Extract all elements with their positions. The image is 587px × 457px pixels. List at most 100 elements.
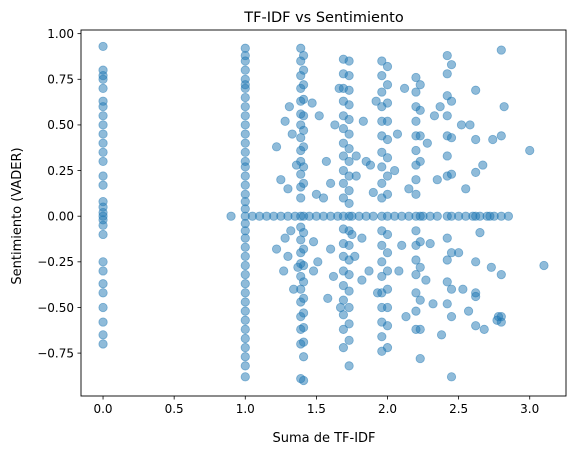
data-point (415, 353, 425, 364)
data-point (318, 193, 329, 203)
data-point (377, 240, 387, 250)
data-point (98, 180, 108, 190)
data-point (283, 251, 293, 261)
data-point (421, 275, 431, 285)
data-point (344, 198, 354, 209)
data-point (344, 114, 354, 125)
data-point (338, 151, 349, 161)
data-point (382, 116, 393, 126)
data-point (298, 50, 309, 61)
data-point (98, 147, 108, 157)
data-point (240, 333, 250, 344)
data-point (298, 244, 309, 254)
data-point (240, 120, 250, 130)
data-point (326, 244, 336, 254)
data-point (335, 302, 346, 313)
data-point (240, 111, 250, 121)
data-point (344, 335, 354, 345)
data-point (485, 211, 495, 221)
data-point (298, 277, 309, 287)
y-tick-label: −0.25 (37, 255, 74, 269)
data-point (471, 257, 481, 267)
data-point (291, 160, 302, 170)
data-point (435, 102, 445, 112)
data-point (392, 129, 403, 139)
data-point (298, 228, 309, 238)
data-point (411, 189, 421, 199)
data-point (276, 175, 286, 185)
data-point (298, 337, 309, 347)
data-point (98, 302, 108, 313)
data-point (240, 251, 250, 261)
data-point (298, 80, 309, 90)
data-point (296, 193, 306, 203)
data-point (308, 266, 319, 276)
data-point (415, 105, 425, 115)
data-point (411, 288, 421, 298)
data-point (298, 375, 309, 386)
data-point (456, 120, 467, 130)
data-point (382, 321, 393, 331)
data-point (382, 61, 393, 72)
data-point (338, 280, 349, 291)
data-point (486, 262, 496, 272)
data-point (357, 233, 367, 243)
data-point (479, 324, 489, 334)
data-point (344, 156, 354, 167)
data-point (350, 251, 360, 261)
data-point (283, 184, 293, 194)
x-tick-label: 1.5 (307, 402, 326, 416)
data-point (240, 138, 250, 148)
x-axis: 0.0 0.5 1.0 1.5 2.0 2.5 3.0 (93, 396, 539, 416)
data-point (432, 175, 442, 185)
data-point (323, 293, 333, 303)
data-point (442, 69, 452, 79)
data-point (382, 229, 393, 240)
data-point (465, 120, 475, 130)
data-point (287, 129, 297, 139)
data-point (382, 134, 393, 145)
data-point (98, 171, 108, 181)
data-point (411, 175, 421, 185)
data-point (298, 322, 309, 333)
data-point (344, 302, 354, 313)
data-point (240, 180, 250, 190)
data-point (382, 343, 393, 353)
data-point (344, 186, 354, 196)
data-point (280, 233, 290, 243)
data-point (442, 299, 452, 309)
data-point (98, 220, 108, 230)
data-point (446, 284, 457, 294)
data-point (286, 226, 296, 236)
y-tick-label: 0.50 (47, 118, 74, 132)
data-point (493, 311, 504, 322)
data-point (280, 116, 290, 126)
data-point (298, 65, 309, 75)
data-point (347, 229, 357, 240)
data-point (240, 315, 250, 325)
data-point (338, 165, 349, 176)
data-point (415, 324, 425, 334)
data-point (425, 238, 435, 249)
data-point (411, 306, 421, 316)
data-point (442, 151, 452, 161)
data-point (377, 257, 387, 267)
data-point (240, 372, 250, 382)
data-point (98, 83, 108, 94)
data-point (98, 266, 108, 276)
data-point (290, 211, 300, 221)
data-point (98, 156, 108, 167)
data-point (240, 233, 250, 243)
data-point (499, 102, 509, 112)
data-point (436, 330, 447, 340)
data-point (411, 226, 421, 236)
data-point (525, 145, 535, 156)
data-point (496, 270, 506, 280)
data-point (98, 279, 108, 289)
data-point (344, 85, 354, 95)
data-point (98, 288, 108, 298)
data-point (240, 324, 250, 334)
data-point (98, 339, 108, 349)
data-point (333, 211, 343, 221)
data-point (344, 56, 354, 66)
